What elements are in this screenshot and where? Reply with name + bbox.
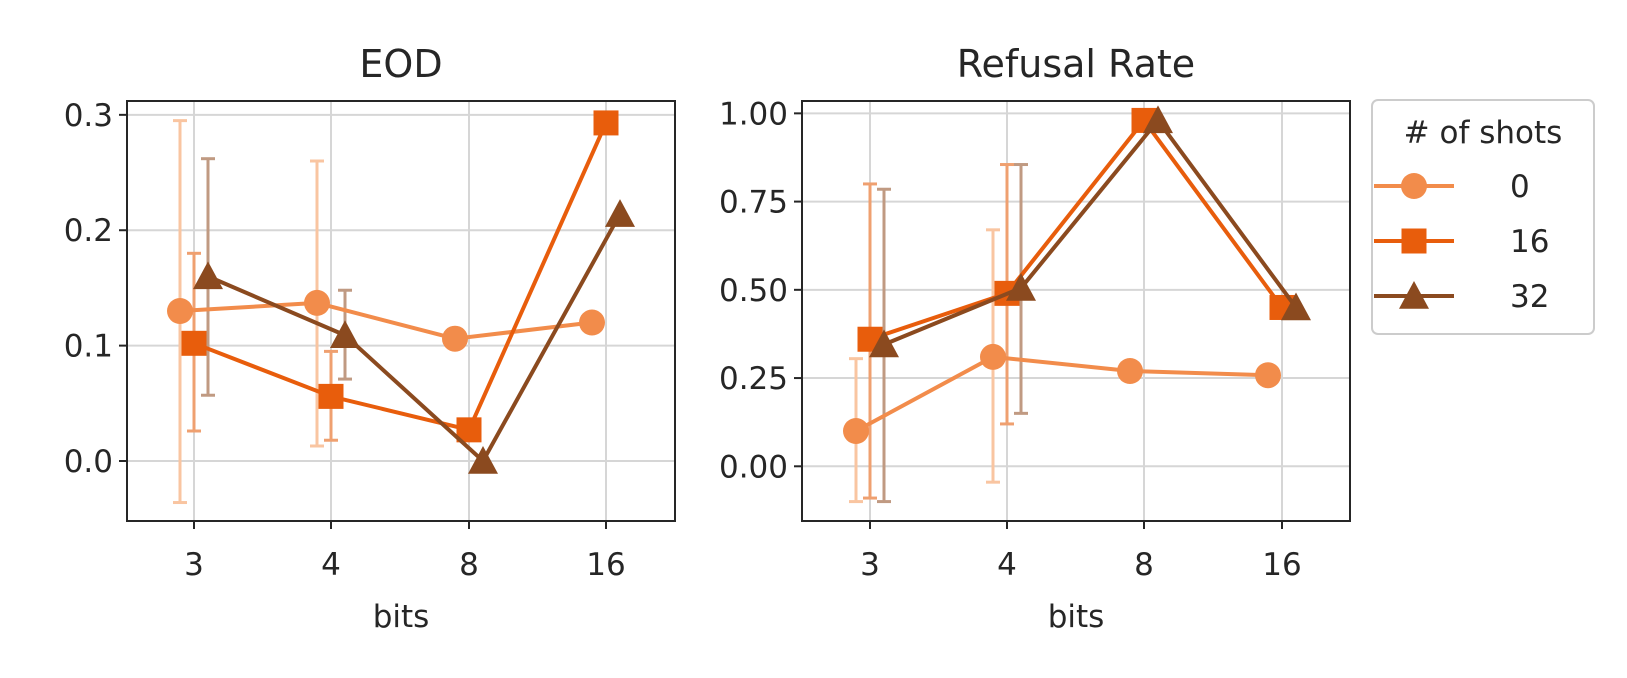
axes-frame bbox=[126, 100, 676, 522]
data-point bbox=[593, 110, 619, 136]
x-axis-label: bits bbox=[1048, 599, 1105, 635]
y-tick-label: 0.25 bbox=[719, 361, 788, 397]
x-tick-label: 3 bbox=[860, 547, 880, 583]
legend-entry: 32 bbox=[1374, 279, 1549, 315]
x-axis-label: bits bbox=[373, 599, 430, 635]
data-point bbox=[181, 330, 207, 356]
legend-marker bbox=[1401, 173, 1427, 199]
legend-title: # of shots bbox=[1404, 115, 1563, 151]
legend-marker bbox=[1401, 228, 1427, 254]
x-tick-label: 8 bbox=[1134, 547, 1154, 583]
axes-frame bbox=[801, 100, 1351, 522]
y-tick-label: 0.75 bbox=[719, 185, 788, 221]
legend-label: 0 bbox=[1510, 169, 1530, 205]
series-0 bbox=[167, 289, 605, 352]
series-32 bbox=[193, 199, 635, 474]
legend-marker bbox=[1399, 281, 1429, 309]
data-point bbox=[1143, 105, 1173, 134]
data-point bbox=[869, 329, 899, 358]
legend-entry: 16 bbox=[1374, 224, 1549, 260]
x-tick-label: 4 bbox=[997, 547, 1017, 583]
data-point bbox=[318, 383, 344, 409]
x-tick-label: 8 bbox=[459, 547, 479, 583]
data-point bbox=[980, 343, 1006, 370]
x-tick-label: 4 bbox=[321, 547, 341, 583]
legend-label: 32 bbox=[1510, 279, 1549, 315]
data-point bbox=[843, 418, 869, 444]
y-tick-label: 0.3 bbox=[64, 98, 113, 134]
legend-box bbox=[1371, 99, 1595, 335]
series-16 bbox=[857, 107, 1295, 352]
series-16 bbox=[181, 110, 619, 443]
legend-label: 16 bbox=[1510, 224, 1549, 260]
series-line bbox=[883, 118, 1298, 347]
data-point bbox=[1281, 292, 1311, 321]
series-line bbox=[193, 122, 608, 432]
y-tick-label: 1.00 bbox=[719, 96, 788, 132]
data-point bbox=[330, 320, 360, 348]
data-point bbox=[468, 446, 498, 474]
x-tick-label: 16 bbox=[1262, 547, 1301, 583]
data-point bbox=[579, 309, 605, 336]
chart-title: Refusal Rate bbox=[957, 42, 1195, 86]
data-point bbox=[1117, 358, 1143, 384]
series-line bbox=[855, 354, 1269, 433]
y-tick-label: 0.0 bbox=[64, 444, 113, 480]
data-point bbox=[304, 289, 330, 316]
y-tick-label: 0.00 bbox=[719, 449, 788, 485]
y-tick-label: 0.1 bbox=[64, 329, 113, 365]
series-line bbox=[179, 300, 593, 341]
data-point bbox=[193, 261, 223, 290]
x-tick-label: 3 bbox=[184, 547, 204, 583]
series-0 bbox=[843, 343, 1281, 444]
x-tick-label: 16 bbox=[586, 547, 625, 583]
series-line bbox=[869, 118, 1284, 342]
data-point bbox=[442, 325, 468, 352]
data-point bbox=[167, 298, 193, 324]
legend: # of shots 0 16 32 bbox=[1371, 99, 1595, 335]
data-point bbox=[605, 199, 635, 227]
panel-eod: 0.0 0.1 0.2 0.3 3 4 8 16 EOD bits bbox=[64, 42, 676, 635]
panel-refusal-rate: 0.00 0.25 0.50 0.75 1.00 3 4 8 16 Refusal Rate bit… bbox=[719, 42, 1351, 635]
data-point bbox=[1006, 273, 1036, 301]
chart-title: EOD bbox=[359, 42, 442, 86]
y-tick-label: 0.50 bbox=[719, 273, 788, 309]
series-line bbox=[207, 213, 622, 463]
data-point bbox=[1255, 362, 1281, 389]
legend-entry: 0 bbox=[1374, 169, 1530, 205]
series-32 bbox=[869, 105, 1311, 358]
y-tick-label: 0.2 bbox=[64, 213, 113, 249]
